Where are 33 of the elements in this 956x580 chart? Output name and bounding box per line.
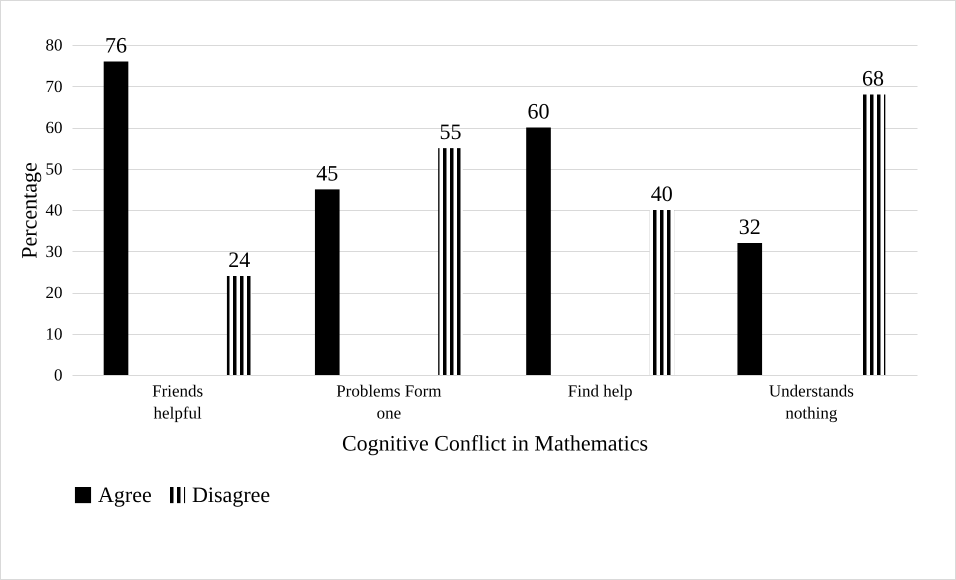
x-axis-title: Cognitive Conflict in Mathematics xyxy=(342,430,648,456)
x-tick-label: Problems Form one xyxy=(336,382,442,422)
y-tick-label: 60 xyxy=(46,118,62,137)
y-tick-label: 40 xyxy=(46,200,62,220)
bar xyxy=(104,62,128,375)
data-label: 76 xyxy=(105,32,128,58)
y-tick-label: 80 xyxy=(46,36,62,54)
data-label: 32 xyxy=(738,214,761,239)
data-label: 40 xyxy=(650,181,673,206)
data-label: 68 xyxy=(862,66,884,90)
y-tick-label: 50 xyxy=(46,159,62,178)
y-tick-label: 20 xyxy=(46,283,62,302)
bar xyxy=(737,243,762,375)
data-label: 45 xyxy=(316,160,338,186)
legend-label: Agree xyxy=(98,482,152,507)
x-tick-label: Friends helpful xyxy=(152,382,204,422)
y-axis-title: Percentage xyxy=(16,162,42,259)
data-label: 24 xyxy=(228,247,250,272)
y-tick-label: 0 xyxy=(54,366,62,384)
bar xyxy=(226,276,252,375)
bar xyxy=(649,210,674,375)
data-label: 55 xyxy=(439,119,462,144)
bar xyxy=(438,148,463,375)
legend-label: Disagree xyxy=(192,482,270,507)
x-tick-label: Find help xyxy=(568,382,632,400)
x-tick-label: Understands nothing xyxy=(768,382,854,422)
bar xyxy=(314,189,340,375)
y-tick-label: 10 xyxy=(46,324,62,344)
y-tick-label: 30 xyxy=(46,242,62,261)
bar xyxy=(526,128,551,375)
y-tick-label: 70 xyxy=(46,76,62,96)
data-label: 60 xyxy=(528,98,550,124)
bar xyxy=(860,94,886,375)
